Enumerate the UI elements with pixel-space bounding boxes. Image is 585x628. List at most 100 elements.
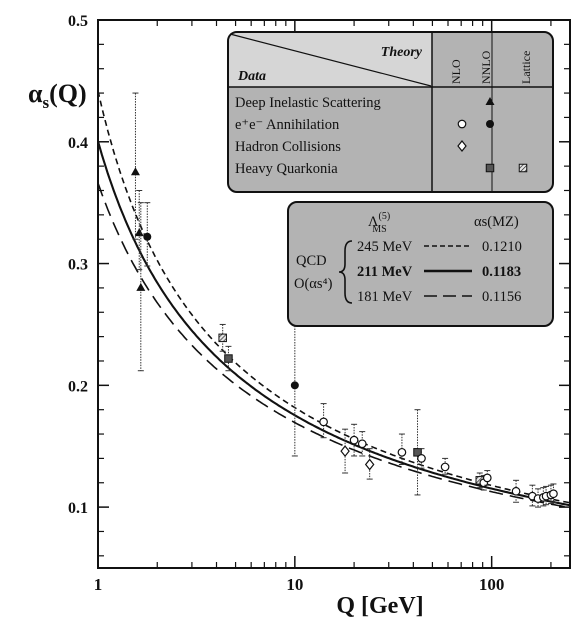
curve-legend: Λ(5) MS αs(MZ) QCD O(αs⁴) 245 MeV 211 MeV… (287, 201, 554, 327)
data-point (364, 448, 375, 480)
legend-marker-triangle (485, 97, 495, 105)
theory-legend-row-label: Deep Inelastic Scattering (235, 95, 381, 111)
y-axis-label-arg: (Q) (49, 79, 87, 108)
point-marker-open-circle (549, 489, 558, 499)
data-point (340, 428, 350, 474)
point-marker-triangle-shape (134, 228, 144, 237)
curve-solid (98, 141, 570, 507)
point-marker-triangle-shape (130, 167, 140, 176)
points-layer (130, 92, 558, 508)
point-marker-open-circle-shape (349, 435, 359, 445)
point-marker-open-circle (349, 435, 359, 445)
curve-long-dashed (98, 182, 570, 509)
curve-legend-alpha-value: 0.1183 (482, 264, 521, 280)
legend-marker-hatched-square-shape (518, 163, 528, 173)
point-marker-open-circle (357, 439, 367, 449)
legend-marker-filled-circle-shape (486, 120, 494, 128)
curve-legend-lambda-sub: MS (372, 224, 386, 235)
curve-legend-lambda-value: 181 MeV (357, 289, 413, 305)
point-marker-open-circle-shape (440, 462, 450, 472)
legend-marker-open-circle-shape (457, 119, 467, 129)
legend-marker-filled-square (485, 163, 495, 173)
curve-legend-alpha-value: 0.1156 (482, 289, 521, 305)
data-point (357, 431, 367, 457)
point-marker-open-circle (482, 473, 492, 483)
point-marker-open-circle (397, 447, 407, 457)
point-marker-open-circle-shape (549, 489, 558, 499)
legend-marker-open-circle (457, 119, 467, 129)
data-point (413, 409, 422, 496)
point-marker-open-circle-shape (417, 454, 426, 463)
point-marker-open-diamond-shape (364, 458, 375, 471)
theory-legend-diagonal (229, 33, 432, 87)
point-marker-hatched-square (218, 333, 227, 343)
legend-marker-open-diamond-shape (457, 140, 467, 152)
point-marker-filled-circle (290, 381, 299, 390)
point-marker-triangle (136, 282, 146, 291)
curve-legend-lambda-sup: (5) (379, 211, 391, 222)
point-marker-triangle (134, 228, 144, 237)
data-point (136, 202, 146, 372)
curve-legend-lambda-symbol: Λ (368, 214, 379, 230)
data-point (319, 403, 328, 439)
plot-frame (97, 19, 571, 569)
point-marker-filled-square (224, 354, 233, 363)
legend-marker-open-diamond (457, 140, 467, 152)
x-tick-label: 100 (479, 575, 505, 594)
y-tick-label: 0.3 (68, 257, 88, 274)
theory-legend-col-nnlo: NNLO (479, 50, 493, 84)
point-marker-open-circle-shape (319, 417, 328, 427)
point-marker-triangle-shape (136, 282, 146, 291)
curve-legend-alpha-header: αs(MZ) (474, 214, 519, 230)
curve-legend-lambda-value: 211 MeV (357, 264, 413, 280)
y-tick-label: 0.2 (68, 378, 88, 395)
point-marker-open-diamond (364, 458, 375, 471)
point-marker-filled-circle-shape (290, 381, 299, 390)
curve-legend-box (287, 201, 554, 327)
data-point (143, 202, 152, 267)
theory-legend-row-label: Heavy Quarkonia (235, 161, 338, 177)
data-point (130, 92, 140, 240)
point-marker-open-circle-shape (511, 486, 521, 496)
y-tick-label: 0.1 (68, 500, 88, 517)
y-axis-label: αs(Q) (28, 79, 87, 112)
point-marker-open-circle-shape (397, 447, 407, 457)
curve-legend-qcd-label: QCD (296, 253, 327, 269)
data-point (218, 323, 227, 352)
point-marker-open-circle (319, 417, 328, 427)
theory-legend-col-nlo: NLO (449, 59, 463, 84)
point-marker-filled-circle-shape (143, 232, 152, 241)
y-tick-label: 0.4 (68, 135, 88, 152)
point-marker-open-circle-shape (482, 473, 492, 483)
theory-legend-header-data: Data (237, 69, 266, 84)
data-point (290, 311, 299, 457)
point-marker-open-circle (417, 454, 426, 463)
data-point (224, 345, 233, 372)
data-point (482, 470, 492, 486)
point-marker-triangle (130, 167, 140, 176)
curve-legend-lambda-value: 245 MeV (357, 239, 413, 255)
curve-legend-brace (338, 240, 353, 304)
x-tick-label: 1 (94, 575, 103, 594)
point-marker-hatched-square-shape (218, 333, 227, 343)
point-marker-open-circle (440, 462, 450, 472)
x-axis-label: Q [GeV] (336, 593, 423, 619)
theory-legend-col-lattice: Lattice (519, 51, 533, 84)
point-marker-filled-square-shape (224, 354, 233, 363)
curve-legend-alpha-value: 0.1210 (482, 239, 522, 255)
legend-marker-filled-circle (486, 120, 494, 128)
point-marker-filled-circle (143, 232, 152, 241)
theory-legend-row-label: Hadron Collisions (235, 139, 341, 155)
data-point (134, 189, 144, 271)
curve-legend-order-label: O(αs⁴) (294, 276, 333, 292)
legend-marker-triangle-shape (485, 97, 495, 105)
data-point (417, 448, 426, 469)
legend-marker-hatched-square (518, 163, 528, 173)
y-axis-label-main: α (28, 79, 43, 108)
data-point (397, 433, 407, 465)
theory-legend-markers (457, 97, 528, 173)
curve-legend-lambda-header: Λ(5) MS (368, 211, 390, 235)
point-marker-open-diamond-shape (340, 445, 350, 458)
data-point (549, 483, 558, 503)
